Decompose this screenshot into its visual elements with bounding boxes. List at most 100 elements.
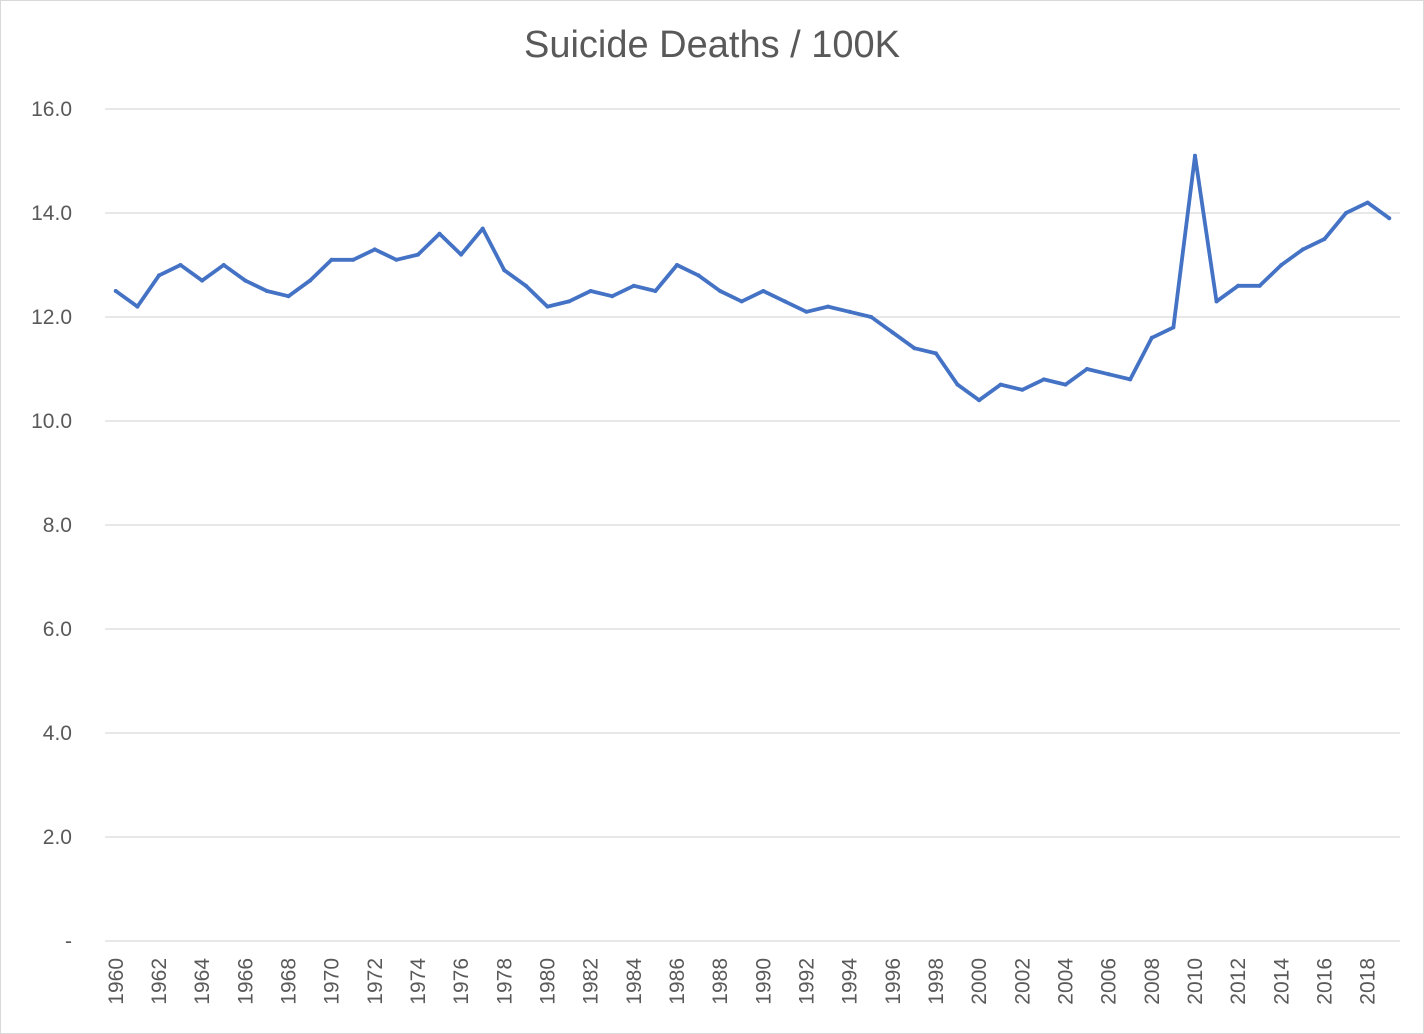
data-point <box>545 304 550 309</box>
x-tick-label: 2018 <box>1357 958 1380 1005</box>
gridlines <box>105 108 1400 942</box>
data-point <box>588 289 593 293</box>
data-point <box>739 299 744 304</box>
y-tick-label: 2.0 <box>43 826 72 849</box>
data-point <box>415 252 420 257</box>
x-tick-label: 2014 <box>1270 958 1293 1005</box>
y-tick-label: 12.0 <box>31 306 72 329</box>
x-tick-label: 2000 <box>968 958 991 1005</box>
data-point <box>696 273 701 278</box>
x-tick-label: 1990 <box>752 958 775 1005</box>
chart-title: Suicide Deaths / 100K <box>523 24 900 66</box>
data-point <box>1171 325 1176 330</box>
data-point <box>200 278 205 283</box>
data-point <box>1300 247 1305 252</box>
data-point <box>674 263 679 267</box>
x-tick-label: 2016 <box>1313 958 1336 1005</box>
data-point <box>890 330 895 335</box>
data-point <box>977 398 982 403</box>
y-tick-label: 6.0 <box>43 618 72 641</box>
data-point <box>113 289 118 293</box>
data-point <box>1149 335 1154 340</box>
data-point <box>610 294 615 299</box>
data-point <box>804 309 809 314</box>
data-point <box>761 289 766 293</box>
y-tick-label: - <box>65 930 72 953</box>
x-tick-label: 1970 <box>321 958 344 1005</box>
data-point <box>329 257 334 262</box>
data-series <box>113 153 1392 403</box>
x-tick-label: 1962 <box>148 958 171 1005</box>
y-axis-tick-labels: - 2.0 4.0 6.0 8.0 10.0 12.0 14.0 16.0 <box>31 98 72 953</box>
x-tick-label: 2002 <box>1011 958 1034 1005</box>
data-point <box>1085 367 1090 371</box>
data-point <box>869 315 874 319</box>
x-tick-label: 1984 <box>623 958 646 1005</box>
data-point <box>523 283 528 288</box>
series-line <box>113 153 1392 403</box>
x-tick-label: 1988 <box>709 958 732 1005</box>
data-point <box>1236 283 1241 288</box>
data-point <box>1192 153 1197 158</box>
x-tick-label: 1976 <box>450 958 473 1005</box>
x-tick-label: 1986 <box>666 958 689 1005</box>
data-point <box>178 263 183 267</box>
data-point <box>998 382 1003 387</box>
data-point <box>1041 377 1046 382</box>
x-tick-label: 2010 <box>1184 958 1207 1005</box>
data-point <box>394 257 399 262</box>
data-point <box>502 268 507 273</box>
x-tick-label: 1982 <box>580 958 603 1005</box>
y-tick-label: 8.0 <box>43 514 72 537</box>
data-point <box>1365 200 1370 205</box>
data-point <box>567 299 572 304</box>
data-point <box>264 289 269 293</box>
data-point <box>135 304 140 309</box>
x-tick-label: 2006 <box>1098 958 1121 1005</box>
data-point <box>156 273 161 278</box>
x-tick-label: 1994 <box>839 958 862 1005</box>
x-tick-label: 1980 <box>536 958 559 1005</box>
data-point <box>631 283 636 288</box>
x-tick-label: 1960 <box>105 958 128 1005</box>
data-point <box>1322 237 1327 241</box>
data-point <box>459 252 464 257</box>
x-tick-label: 1964 <box>191 958 214 1005</box>
x-tick-label: 1998 <box>925 958 948 1005</box>
y-tick-label: 10.0 <box>31 410 72 433</box>
data-point <box>243 278 248 283</box>
data-point <box>1279 263 1284 267</box>
data-point <box>351 257 356 262</box>
data-point <box>437 231 442 236</box>
x-tick-label: 1996 <box>882 958 905 1005</box>
x-tick-label: 2004 <box>1054 958 1077 1005</box>
x-tick-label: 1968 <box>277 958 300 1005</box>
data-point <box>1063 382 1068 387</box>
data-point <box>1257 283 1262 288</box>
y-tick-label: 16.0 <box>31 98 72 121</box>
data-point <box>847 309 852 314</box>
data-point <box>718 289 723 293</box>
x-tick-label: 1966 <box>234 958 257 1005</box>
data-point <box>912 346 917 351</box>
x-tick-label: 2008 <box>1141 958 1164 1005</box>
data-point <box>286 294 291 299</box>
y-tick-label: 4.0 <box>43 722 72 745</box>
data-point <box>1214 299 1219 304</box>
x-tick-label: 1992 <box>795 958 818 1005</box>
x-tick-label: 1974 <box>407 958 430 1005</box>
data-point <box>1106 372 1111 377</box>
x-axis-tick-labels: 1960 1962 1964 1966 1968 1970 1972 1974 1976 1978… <box>105 958 1380 1005</box>
x-tick-label: 1978 <box>493 958 516 1005</box>
data-point <box>372 247 377 252</box>
data-point <box>1020 387 1025 392</box>
x-tick-label: 1972 <box>364 958 387 1005</box>
data-point <box>826 304 831 309</box>
data-point <box>1387 216 1392 221</box>
data-point <box>1344 211 1349 215</box>
data-point <box>955 382 960 387</box>
data-point <box>782 299 787 304</box>
y-tick-label: 14.0 <box>31 202 72 225</box>
